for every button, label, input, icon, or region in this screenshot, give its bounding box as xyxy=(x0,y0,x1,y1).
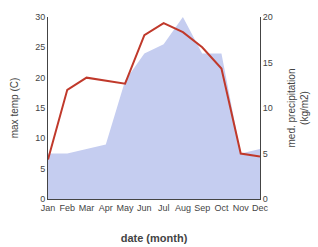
svg-text:20: 20 xyxy=(263,12,273,22)
svg-text:10: 10 xyxy=(35,133,45,143)
svg-text:May: May xyxy=(117,203,135,213)
svg-text:Feb: Feb xyxy=(60,203,76,213)
svg-text:Mar: Mar xyxy=(79,203,95,213)
svg-text:30: 30 xyxy=(35,12,45,22)
svg-text:25: 25 xyxy=(35,42,45,52)
svg-text:0: 0 xyxy=(263,194,268,204)
svg-text:Sep: Sep xyxy=(194,203,210,213)
svg-text:Jan: Jan xyxy=(41,203,56,213)
svg-text:med. precipitation(kg/m2): med. precipitation(kg/m2) xyxy=(286,69,310,148)
svg-text:date (month): date (month) xyxy=(121,232,188,244)
svg-text:Apr: Apr xyxy=(99,203,113,213)
svg-text:5: 5 xyxy=(40,164,45,174)
svg-text:Oct: Oct xyxy=(214,203,229,213)
svg-text:15: 15 xyxy=(35,103,45,113)
svg-text:Aug: Aug xyxy=(175,203,191,213)
svg-text:Nov: Nov xyxy=(233,203,250,213)
svg-text:0: 0 xyxy=(40,194,45,204)
svg-text:max temp (C): max temp (C) xyxy=(9,78,20,139)
svg-text:5: 5 xyxy=(263,149,268,159)
svg-text:Jun: Jun xyxy=(137,203,152,213)
svg-text:20: 20 xyxy=(35,73,45,83)
svg-text:Dec: Dec xyxy=(252,203,269,213)
svg-text:Jul: Jul xyxy=(158,203,170,213)
svg-text:15: 15 xyxy=(263,58,273,68)
svg-text:10: 10 xyxy=(263,103,273,113)
